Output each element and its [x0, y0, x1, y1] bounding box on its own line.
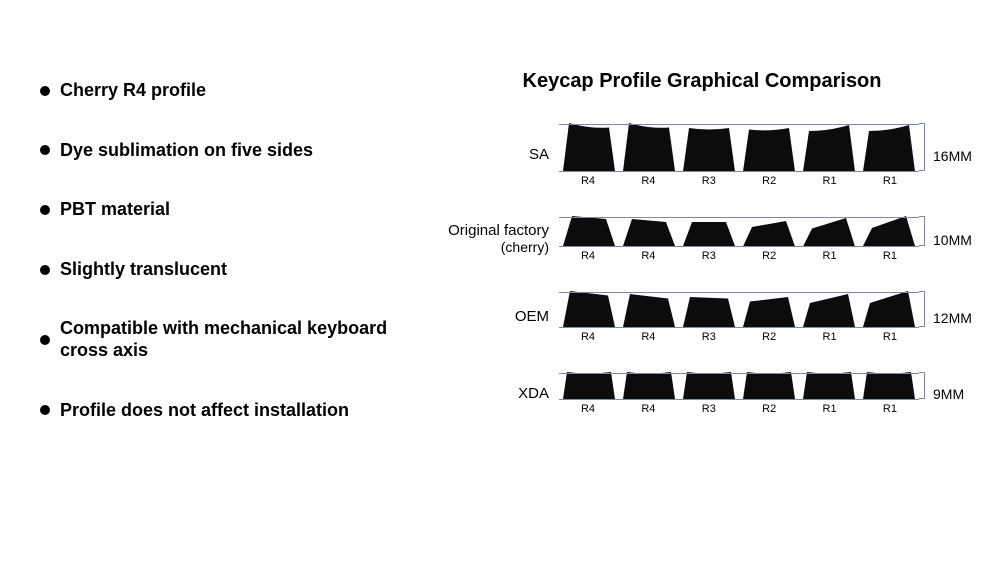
row-label: R4: [563, 175, 613, 187]
height-label: 10MM: [925, 232, 980, 248]
row-label: R1: [865, 331, 915, 343]
row-label: R4: [623, 331, 673, 343]
keycap-silhouette: [863, 125, 915, 172]
bullet-text: Slightly translucent: [60, 259, 227, 281]
bullet-dot-icon: [40, 205, 50, 215]
profile-row: OEM R4 R4 R3 R2 R1 R1 12MM: [424, 291, 980, 344]
row-label: R4: [563, 331, 613, 343]
row-label: R1: [865, 175, 915, 187]
keycap-silhouette: [743, 221, 795, 247]
keycap-strip: R4 R4 R3 R2 R1 R1: [559, 292, 919, 343]
profile-chart: SA R4 R4 R3 R2 R1 R1 16MM Original factory(cherr…: [424, 123, 980, 444]
row-label: R3: [684, 331, 734, 343]
row-label: R1: [865, 250, 915, 262]
bullet-text: PBT material: [60, 199, 170, 221]
bullet-dot-icon: [40, 145, 50, 155]
row-labels: R4 R4 R3 R2 R1 R1: [559, 328, 919, 343]
feature-bullet-list: Cherry R4 profile Dye sublimation on five…: [40, 70, 424, 556]
row-label: R3: [684, 403, 734, 415]
keycap-silhouette: [623, 294, 675, 327]
profile-row: XDA R4 R4 R3 R2 R1 R1 9MM: [424, 372, 980, 416]
keycap-silhouette: [863, 291, 915, 327]
row-label: R1: [805, 403, 855, 415]
row-label: R3: [684, 250, 734, 262]
keycap-silhouette: [803, 372, 855, 399]
keycap-silhouette: [563, 123, 615, 171]
row-label: R4: [623, 175, 673, 187]
row-label: R4: [563, 250, 613, 262]
keycap-silhouette: [863, 216, 915, 246]
keycap-silhouette: [623, 219, 675, 246]
row-labels: R4 R4 R3 R2 R1 R1: [559, 400, 919, 415]
bullet-text: Compatible with mechanical keyboard cros…: [60, 318, 424, 361]
keycap-silhouette: [563, 372, 615, 399]
keycap-silhouette: [683, 128, 735, 172]
bullet-item: Dye sublimation on five sides: [40, 140, 424, 162]
bullet-text: Cherry R4 profile: [60, 80, 206, 102]
profile-row: SA R4 R4 R3 R2 R1 R1 16MM: [424, 123, 980, 188]
profile-name-label: XDA: [424, 386, 559, 403]
row-label: R2: [744, 175, 794, 187]
keycap-strip: R4 R4 R3 R2 R1 R1: [559, 373, 919, 415]
keycap-silhouette: [563, 291, 615, 327]
bullet-text: Profile does not affect installation: [60, 400, 349, 422]
bullet-item: Compatible with mechanical keyboard cros…: [40, 318, 424, 361]
profile-row: Original factory(cherry) R4 R4 R3 R2 R1 R1 10MM: [424, 216, 980, 263]
keycap-silhouette: [623, 123, 675, 171]
row-labels: R4 R4 R3 R2 R1 R1: [559, 247, 919, 262]
bullet-dot-icon: [40, 335, 50, 345]
keycap-silhouette: [743, 128, 795, 172]
keycap-silhouette: [743, 297, 795, 327]
keycap-strip: R4 R4 R3 R2 R1 R1: [559, 217, 919, 262]
keycap-silhouette: [743, 372, 795, 399]
bullet-item: Slightly translucent: [40, 259, 424, 281]
row-label: R4: [623, 403, 673, 415]
bullet-item: Profile does not affect installation: [40, 400, 424, 422]
keycap-strip: R4 R4 R3 R2 R1 R1: [559, 124, 919, 187]
row-label: R2: [744, 403, 794, 415]
row-label: R2: [744, 250, 794, 262]
profile-name-label: OEM: [424, 309, 559, 326]
row-label: R2: [744, 331, 794, 343]
keycap-silhouette: [683, 222, 735, 246]
keycap-silhouette: [803, 294, 855, 327]
keycap-silhouette: [683, 372, 735, 399]
keycap-silhouette: [623, 372, 675, 399]
row-label: R1: [805, 331, 855, 343]
height-label: 9MM: [925, 386, 980, 402]
bullet-text: Dye sublimation on five sides: [60, 140, 313, 162]
row-label: R3: [684, 175, 734, 187]
height-label: 16MM: [925, 148, 980, 164]
keycap-silhouette: [803, 125, 855, 172]
height-label: 12MM: [925, 310, 980, 326]
row-label: R1: [865, 403, 915, 415]
profile-name-label: Original factory(cherry): [424, 223, 559, 256]
bullet-item: Cherry R4 profile: [40, 80, 424, 102]
profile-name-label: SA: [424, 147, 559, 164]
row-label: R1: [805, 175, 855, 187]
chart-title: Keycap Profile Graphical Comparison: [424, 70, 980, 93]
row-label: R4: [623, 250, 673, 262]
row-label: R1: [805, 250, 855, 262]
bullet-dot-icon: [40, 405, 50, 415]
keycap-silhouette: [863, 372, 915, 399]
keycap-silhouette: [563, 216, 615, 246]
keycap-silhouette: [803, 218, 855, 247]
row-label: R4: [563, 403, 613, 415]
bullet-dot-icon: [40, 265, 50, 275]
bullet-item: PBT material: [40, 199, 424, 221]
bullet-dot-icon: [40, 86, 50, 96]
row-labels: R4 R4 R3 R2 R1 R1: [559, 172, 919, 187]
keycap-silhouette: [683, 297, 735, 327]
